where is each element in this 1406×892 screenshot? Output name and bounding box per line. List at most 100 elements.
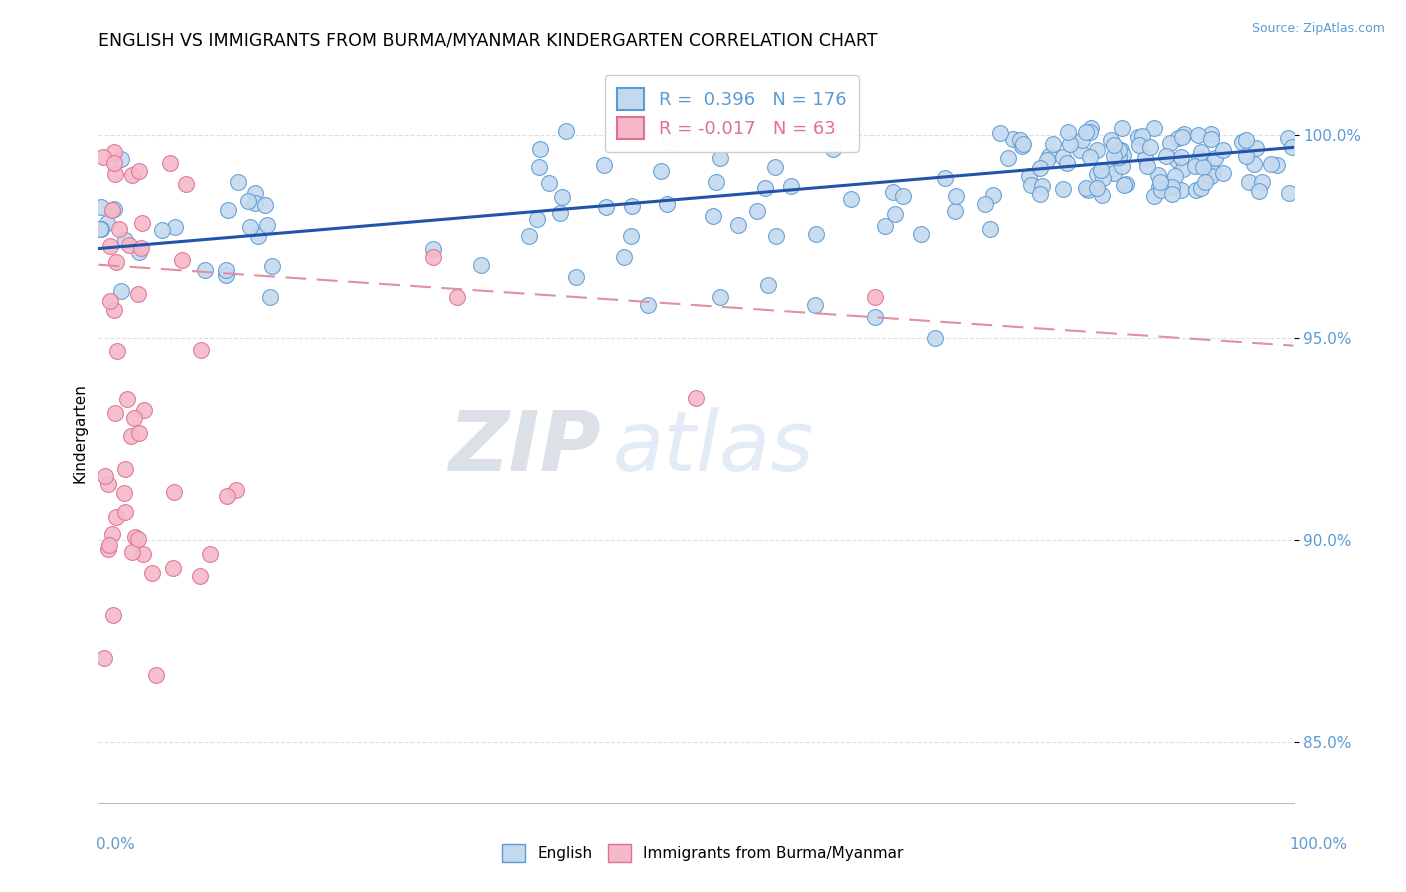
Point <box>704 175 727 189</box>
Point <box>1077 184 1099 198</box>
Point <box>446 290 468 304</box>
Point <box>194 263 217 277</box>
Point <box>121 169 143 183</box>
Point <box>1071 133 1094 147</box>
Point <box>1112 147 1135 161</box>
Point <box>141 566 163 580</box>
Point <box>131 216 153 230</box>
Point <box>1191 160 1213 174</box>
Point <box>159 155 181 169</box>
Point <box>619 120 641 135</box>
Point <box>470 258 492 272</box>
Point <box>884 207 907 221</box>
Point <box>128 244 150 259</box>
Point <box>685 391 707 405</box>
Point <box>89 222 111 236</box>
Point <box>162 561 184 575</box>
Point <box>839 192 862 206</box>
Point <box>1085 143 1108 157</box>
Point <box>873 219 896 233</box>
Point <box>134 402 156 417</box>
Point <box>981 188 1004 202</box>
Point <box>1108 143 1130 157</box>
Point <box>943 203 966 218</box>
Point <box>114 461 136 475</box>
Point <box>1056 125 1078 139</box>
Point <box>1052 150 1074 164</box>
Point <box>529 160 551 174</box>
Point <box>114 505 136 519</box>
Point <box>1080 121 1102 136</box>
Point <box>1143 120 1166 135</box>
Point <box>1170 182 1192 196</box>
Point <box>1198 167 1220 181</box>
Point <box>90 200 112 214</box>
Point <box>217 489 239 503</box>
Point <box>1111 160 1133 174</box>
Legend: R =  0.396   N = 176, R = -0.017   N = 63: R = 0.396 N = 176, R = -0.017 N = 63 <box>605 75 859 152</box>
Point <box>1128 130 1150 145</box>
Point <box>1036 153 1059 167</box>
Point <box>103 302 125 317</box>
Point <box>96 217 118 231</box>
Point <box>821 142 844 156</box>
Point <box>997 151 1019 165</box>
Point <box>98 293 121 308</box>
Point <box>215 262 238 277</box>
Point <box>988 127 1011 141</box>
Point <box>1278 186 1301 200</box>
Point <box>979 222 1001 236</box>
Point <box>1212 143 1234 157</box>
Point <box>565 269 588 284</box>
Point <box>1142 188 1164 202</box>
Point <box>122 410 145 425</box>
Point <box>551 190 574 204</box>
Point <box>945 188 967 202</box>
Point <box>121 545 143 559</box>
Point <box>595 200 617 214</box>
Point <box>243 186 266 200</box>
Point <box>1173 127 1195 141</box>
Point <box>1042 137 1064 152</box>
Point <box>128 164 150 178</box>
Text: ZIP: ZIP <box>447 407 600 488</box>
Point <box>882 185 904 199</box>
Point <box>1108 150 1130 164</box>
Point <box>105 344 128 359</box>
Point <box>1069 143 1091 157</box>
Point <box>217 202 239 217</box>
Point <box>103 202 125 216</box>
Point <box>104 510 127 524</box>
Point <box>1085 167 1108 181</box>
Point <box>145 668 167 682</box>
Point <box>554 124 576 138</box>
Point <box>1250 175 1272 189</box>
Point <box>1128 137 1150 152</box>
Point <box>1188 151 1211 165</box>
Point <box>1136 159 1159 173</box>
Point <box>1199 127 1222 141</box>
Point <box>620 228 643 243</box>
Point <box>934 171 956 186</box>
Point <box>97 538 120 552</box>
Point <box>170 252 193 267</box>
Point <box>592 158 614 172</box>
Point <box>709 290 731 304</box>
Point <box>1201 164 1223 178</box>
Point <box>517 229 540 244</box>
Point <box>1012 137 1035 152</box>
Text: 100.0%: 100.0% <box>1289 837 1347 852</box>
Point <box>97 476 120 491</box>
Point <box>1191 153 1213 168</box>
Point <box>1234 149 1257 163</box>
Point <box>910 227 932 241</box>
Point <box>1260 157 1282 171</box>
Point <box>1204 151 1226 165</box>
Point <box>659 135 682 149</box>
Point <box>1234 133 1257 147</box>
Point <box>727 218 749 232</box>
Legend: English, Immigrants from Burma/Myanmar: English, Immigrants from Burma/Myanmar <box>496 838 910 868</box>
Point <box>765 228 787 243</box>
Point <box>110 284 132 298</box>
Point <box>1052 182 1074 196</box>
